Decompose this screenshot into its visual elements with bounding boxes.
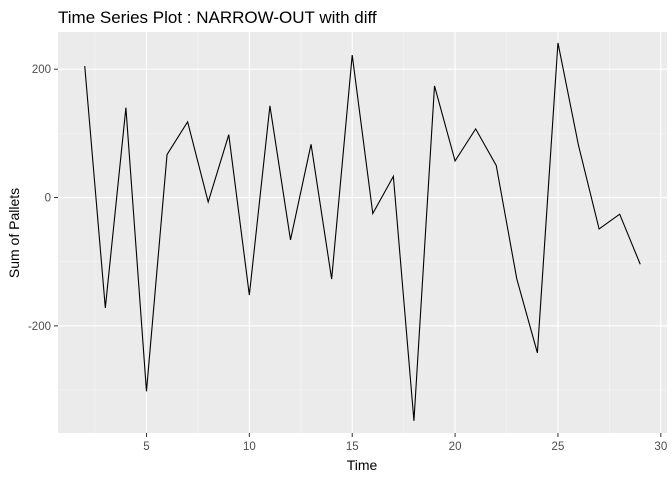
y-tick-label: -200	[28, 321, 51, 333]
y-axis: -200 0 200	[28, 64, 58, 333]
series-line	[84, 42, 641, 421]
x-tick-label: 20	[449, 441, 462, 453]
x-tick-label: 30	[654, 441, 667, 453]
x-tick-label: 15	[346, 441, 359, 453]
y-tick-label: 200	[32, 64, 51, 76]
x-tick-label: 25	[552, 441, 565, 453]
x-axis-label: Time	[347, 457, 378, 473]
x-tick-label: 10	[243, 441, 256, 453]
y-tick-label: 0	[45, 193, 51, 205]
plot-panel	[58, 32, 667, 433]
x-tick-label: 5	[143, 441, 149, 453]
x-axis: 5 10 15 20 25 30	[143, 433, 667, 453]
chart-title: Time Series Plot : NARROW-OUT with diff	[58, 8, 377, 27]
major-gridlines	[58, 32, 667, 433]
y-axis-label: Sum of Pallets	[6, 188, 22, 278]
